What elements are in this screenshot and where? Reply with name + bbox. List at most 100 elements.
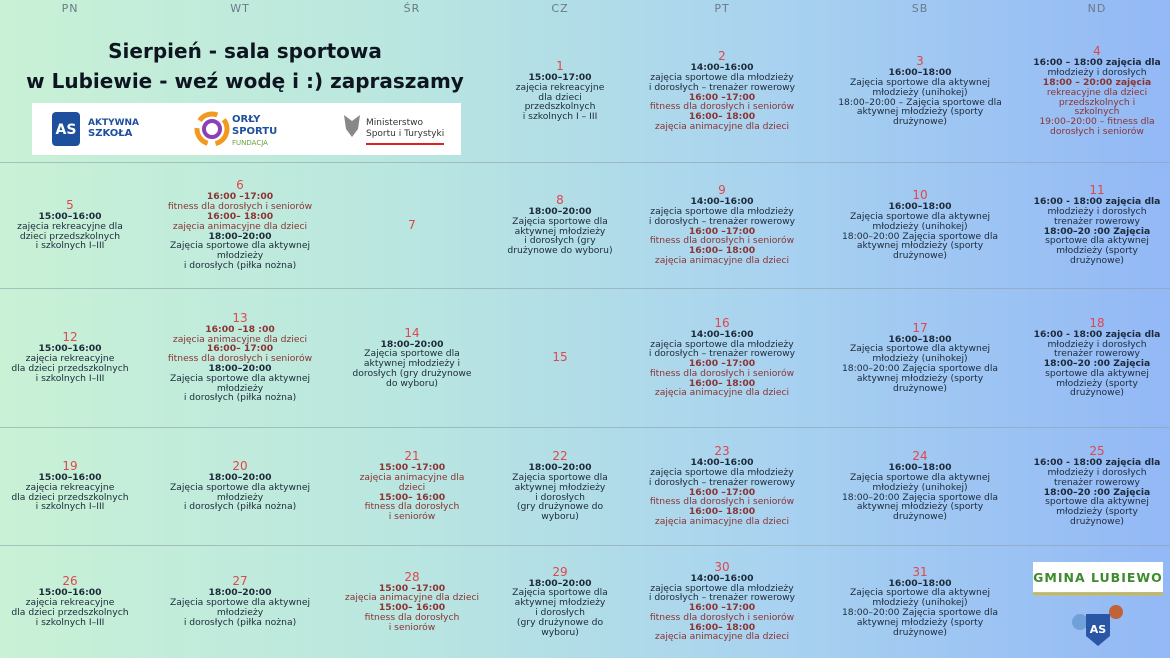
schedule-line: 18:00–20:00 bbox=[528, 577, 592, 589]
day-cell: 19 15:00–16:00 zajęcia rekreacyjne dla dzie… bbox=[0, 427, 165, 545]
schedule-line: dla dzieci przedszkolnych bbox=[11, 491, 129, 503]
schedule-line: fitness dla dorosłych i seniorów bbox=[649, 496, 795, 508]
day-cell: 20 18:00–20:00 Zajęcia sportowe dla aktywn… bbox=[145, 427, 335, 545]
day-number: 27 bbox=[232, 574, 248, 589]
logo-text: Ministerstwo bbox=[366, 118, 424, 128]
day-cell: 5 15:00–16:00 zajęcia rekreacyjne dla dziec… bbox=[0, 162, 165, 288]
day-number: 19 bbox=[62, 458, 78, 473]
schedule-line: 18:00–20:00 bbox=[528, 462, 592, 474]
schedule-line: 16:00 - 18:00 zajęcia dla bbox=[1033, 457, 1161, 469]
schedule-line: 16:00 –17:00 bbox=[688, 358, 756, 370]
schedule-line: 18:00–20:00 bbox=[208, 363, 272, 374]
schedule-line: 16:00– 18:00 bbox=[206, 210, 274, 222]
day-header: CZ bbox=[551, 2, 569, 15]
day-number: 11 bbox=[1089, 183, 1105, 198]
schedule-line: 16:00– 18:00 bbox=[688, 111, 756, 123]
schedule-line: dorosłych (gry drużynowe bbox=[352, 367, 472, 379]
day-cell: 15 bbox=[465, 288, 655, 427]
schedule-line: 19:00–20:00 – fitness dla bbox=[1039, 116, 1155, 128]
schedule-line: aktywnej młodzieży i bbox=[363, 358, 461, 370]
schedule-line: i dorosłych (gry bbox=[524, 235, 596, 247]
schedule-line: Zajęcia sportowe dla bbox=[512, 215, 608, 227]
schedule-line: drużynowe) bbox=[893, 626, 947, 638]
gmina-line bbox=[1033, 593, 1163, 595]
badge-shield bbox=[1086, 614, 1110, 646]
gmina-logo: GMINA LUBIEWO bbox=[1033, 562, 1163, 592]
day-number: 30 bbox=[714, 559, 730, 574]
badge: AS bbox=[1072, 605, 1123, 646]
schedule-line: Zajęcia sportowe dla aktywnej bbox=[169, 481, 311, 493]
schedule-line: 16:00– 18:00 bbox=[688, 506, 756, 518]
schedule-line: 16:00 –17:00 bbox=[688, 91, 756, 103]
schedule-line: 18:00–20:00 bbox=[208, 230, 272, 242]
schedule-line: 18:00–20:00 bbox=[208, 587, 272, 599]
schedule-line: 14:00–16:00 bbox=[690, 572, 754, 584]
schedule-line: 16:00 - 18:00 zajęcia dla bbox=[1033, 196, 1161, 208]
day-number: 15 bbox=[552, 350, 568, 364]
schedule-line: drużynowe do wyboru) bbox=[507, 245, 613, 257]
day-header: SB bbox=[911, 2, 929, 15]
schedule-line: 15:00–16:00 bbox=[38, 343, 102, 355]
day-number: 10 bbox=[912, 188, 928, 203]
day-number: 2 bbox=[718, 49, 726, 64]
orly-icon bbox=[202, 119, 222, 139]
day-number: 29 bbox=[552, 564, 568, 579]
schedule-line: i szkolnych I–III bbox=[35, 616, 105, 628]
logo-strip: AS AKTYWNA SZKOŁA ORŁY SPORTU FUNDACJA M… bbox=[32, 103, 461, 155]
schedule-line: dorosłych i seniorów bbox=[1050, 125, 1144, 137]
day-cell: 1 15:00–17:00 zajęcia rekreacyjne dla dziec… bbox=[465, 20, 655, 162]
schedule-line: i seniorów bbox=[388, 511, 436, 523]
schedule-line: Zajęcia sportowe dla aktywnej bbox=[169, 597, 311, 609]
schedule-line: 18:00–20:00 Zajęcia sportowe dla bbox=[841, 230, 999, 242]
day-number: 31 bbox=[912, 564, 928, 579]
day-cell: 27 18:00–20:00 Zajęcia sportowe dla aktywn… bbox=[145, 545, 335, 658]
day-cell: 21 15:00 –17:00 zajęcia animacyjne dla dzie… bbox=[317, 427, 507, 545]
schedule-line: zajęcia animacyjne dla dzieci bbox=[172, 220, 308, 232]
schedule-line: młodzieży bbox=[216, 491, 264, 503]
schedule-line: fitness dla dorosłych i seniorów bbox=[167, 353, 313, 365]
schedule-line: Zajęcia sportowe dla aktywnej bbox=[849, 343, 991, 355]
schedule-line: zajęcia animacyjne dla dzieci bbox=[654, 515, 790, 527]
schedule-line: dla dzieci bbox=[538, 91, 582, 103]
schedule-line: 16:00–18:00 bbox=[888, 462, 952, 474]
logos: AS AKTYWNA SZKOŁA ORŁY SPORTU FUNDACJA M… bbox=[52, 111, 444, 147]
schedule-line: zajęcia sportowe dla młodzieży bbox=[650, 467, 794, 478]
schedule-line: i dorosłych bbox=[535, 491, 585, 503]
schedule-line: zajęcia rekreacyjne dla bbox=[17, 220, 123, 232]
schedule-line: i dorosłych (piłka nożna) bbox=[183, 392, 297, 404]
schedule-line: 14:00–16:00 bbox=[690, 328, 754, 340]
schedule-line: wyboru) bbox=[541, 626, 579, 638]
schedule-line: zajęcia sportowe dla młodzieży bbox=[650, 72, 794, 83]
schedule-line: młodzieży (unihokej) bbox=[872, 597, 968, 609]
schedule-line: fitness dla dorosłych bbox=[364, 611, 460, 623]
schedule-line: młodzieży bbox=[216, 607, 264, 618]
schedule-line: 16:00–18:00 bbox=[888, 201, 952, 213]
day-cell: 25 16:00 - 18:00 zajęcia dla młodzieży i d… bbox=[1002, 427, 1170, 545]
day-number: 26 bbox=[62, 574, 78, 589]
schedule-line: Zajęcia sportowe dla aktywnej bbox=[169, 240, 311, 252]
schedule-line: zajęcia rekreacyjne bbox=[25, 353, 115, 365]
schedule-line: drużynowe) bbox=[893, 511, 947, 523]
day-cell: 9 14:00–16:00 zajęcia sportowe dla młodzie… bbox=[627, 162, 817, 288]
schedule-line: 16:00 - 18:00 zajęcia dla bbox=[1033, 328, 1161, 340]
orly-icon bbox=[194, 111, 230, 147]
schedule-line: młodzieży bbox=[216, 382, 264, 394]
schedule-line: 15:00 –17:00 bbox=[378, 462, 446, 474]
day-number: 20 bbox=[232, 458, 248, 473]
schedule-line: młodzieży i dorosłych bbox=[1047, 206, 1147, 217]
day-number: 13 bbox=[232, 310, 248, 325]
day-cell: 22 18:00–20:00 Zajęcia sportowe dla aktywne… bbox=[465, 427, 655, 545]
schedule-line: fitness dla dorosłych i seniorów bbox=[167, 201, 313, 213]
day-number: 21 bbox=[404, 449, 420, 464]
day-header: WT bbox=[230, 2, 250, 15]
day-header: ND bbox=[1087, 2, 1107, 15]
schedule-line: aktywnej młodzieży bbox=[514, 597, 606, 609]
schedule-line: drużynowe) bbox=[1070, 254, 1124, 266]
day-number: 28 bbox=[404, 569, 420, 584]
day-cell: 18 16:00 - 18:00 zajęcia dla młodzieży i d… bbox=[1002, 288, 1170, 427]
as-mark: AS bbox=[56, 122, 77, 138]
day-cell: 7 bbox=[317, 162, 507, 288]
schedule-line: i dorosłych (piłka nożna) bbox=[183, 259, 297, 271]
schedule-line: Zajęcia sportowe dla bbox=[512, 471, 608, 483]
schedule-line: zajęcia animacyjne dla dzieci bbox=[654, 254, 790, 266]
